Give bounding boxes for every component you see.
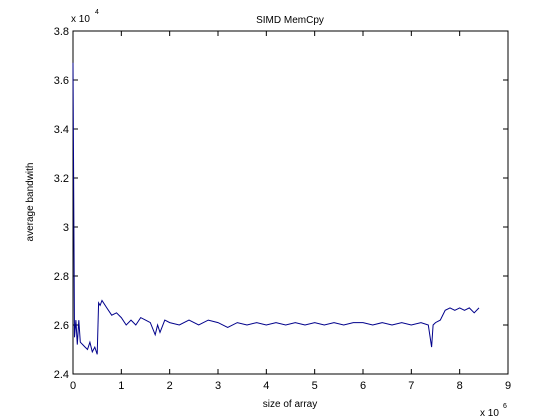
y-multiplier-exponent: 4 (95, 9, 99, 16)
x-axis-title: size of array (263, 399, 317, 410)
y-multiplier: x 10 4 (71, 9, 99, 25)
x-multiplier-exponent: 6 (503, 403, 507, 410)
x-axis-ticks: 0 1 2 3 4 5 6 7 8 9 (70, 31, 511, 392)
y-tick-label: 2.4 (54, 369, 69, 381)
series-line (72, 62, 480, 355)
y-tick-label: 2.8 (54, 271, 69, 283)
x-tick-label: 5 (312, 380, 318, 392)
y-axis-ticks: 2.4 2.6 2.8 3 3.2 3.4 3.6 3.8 (54, 26, 508, 381)
y-multiplier-base: x 10 (71, 14, 90, 25)
x-tick-label: 4 (263, 380, 269, 392)
x-multiplier: x 10 6 (480, 403, 507, 419)
x-tick-label: 7 (408, 380, 414, 392)
series-layer (72, 62, 480, 355)
x-tick-label: 1 (118, 380, 124, 392)
y-tick-label: 3 (63, 222, 69, 234)
x-tick-label: 6 (360, 380, 366, 392)
y-tick-label: 2.6 (54, 320, 69, 332)
x-tick-label: 2 (167, 380, 173, 392)
x-tick-label: 8 (457, 380, 463, 392)
x-tick-label: 9 (505, 380, 511, 392)
y-tick-label: 3.8 (54, 26, 69, 38)
y-tick-label: 3.4 (54, 124, 69, 136)
x-tick-label: 0 (70, 380, 76, 392)
y-axis-title: average bandwith (25, 163, 36, 242)
y-tick-label: 3.6 (54, 75, 69, 87)
x-tick-label: 3 (215, 380, 221, 392)
x-multiplier-base: x 10 (480, 408, 499, 419)
y-tick-label: 3.2 (54, 173, 69, 185)
chart-title: SIMD MemCpy (256, 15, 324, 26)
plot-area (72, 30, 509, 375)
